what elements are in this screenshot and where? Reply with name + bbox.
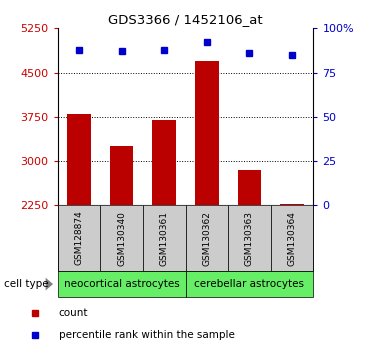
Bar <box>238 170 261 205</box>
Text: GSM130364: GSM130364 <box>288 211 297 266</box>
Bar <box>100 205 143 271</box>
Text: GSM130361: GSM130361 <box>160 211 169 266</box>
Text: GSM128874: GSM128874 <box>74 211 83 266</box>
Text: cerebellar astrocytes: cerebellar astrocytes <box>194 279 305 289</box>
Title: GDS3366 / 1452106_at: GDS3366 / 1452106_at <box>108 13 263 26</box>
Bar <box>228 205 271 271</box>
Bar <box>58 205 100 271</box>
Text: GSM130340: GSM130340 <box>117 211 126 266</box>
Text: count: count <box>59 308 88 318</box>
Bar <box>110 146 133 205</box>
Text: GSM130362: GSM130362 <box>202 211 211 266</box>
Text: GSM130363: GSM130363 <box>245 211 254 266</box>
Bar <box>143 205 186 271</box>
Bar <box>58 271 186 297</box>
Bar <box>152 120 176 205</box>
Text: neocortical astrocytes: neocortical astrocytes <box>64 279 179 289</box>
Bar <box>195 61 219 205</box>
Text: percentile rank within the sample: percentile rank within the sample <box>59 330 234 339</box>
Bar <box>67 114 91 205</box>
Bar <box>186 205 228 271</box>
Polygon shape <box>46 278 53 290</box>
Bar <box>280 204 304 205</box>
Bar <box>186 271 313 297</box>
Text: cell type: cell type <box>4 279 48 289</box>
Bar <box>271 205 313 271</box>
